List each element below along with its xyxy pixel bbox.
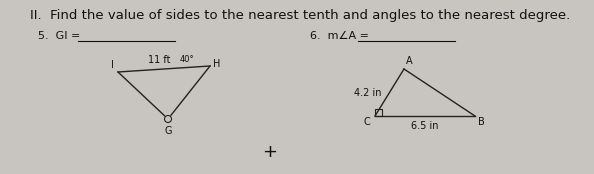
Text: 6.  m∠A =: 6. m∠A = [310,31,369,41]
Text: B: B [478,117,485,127]
Text: 5.  GI =: 5. GI = [38,31,80,41]
Text: II.  Find the value of sides to the nearest tenth and angles to the nearest degr: II. Find the value of sides to the neare… [30,9,570,22]
Text: +: + [263,143,277,161]
Text: G: G [165,126,172,136]
Text: 11 ft: 11 ft [148,55,170,65]
Text: H: H [213,59,220,69]
Bar [375,109,382,116]
Text: 4.2 in: 4.2 in [354,88,381,97]
Text: C: C [364,117,370,127]
Circle shape [165,116,172,122]
Text: I: I [111,60,114,70]
Text: 40°: 40° [179,55,194,64]
Text: A: A [406,56,413,66]
Text: 6.5 in: 6.5 in [411,121,439,131]
